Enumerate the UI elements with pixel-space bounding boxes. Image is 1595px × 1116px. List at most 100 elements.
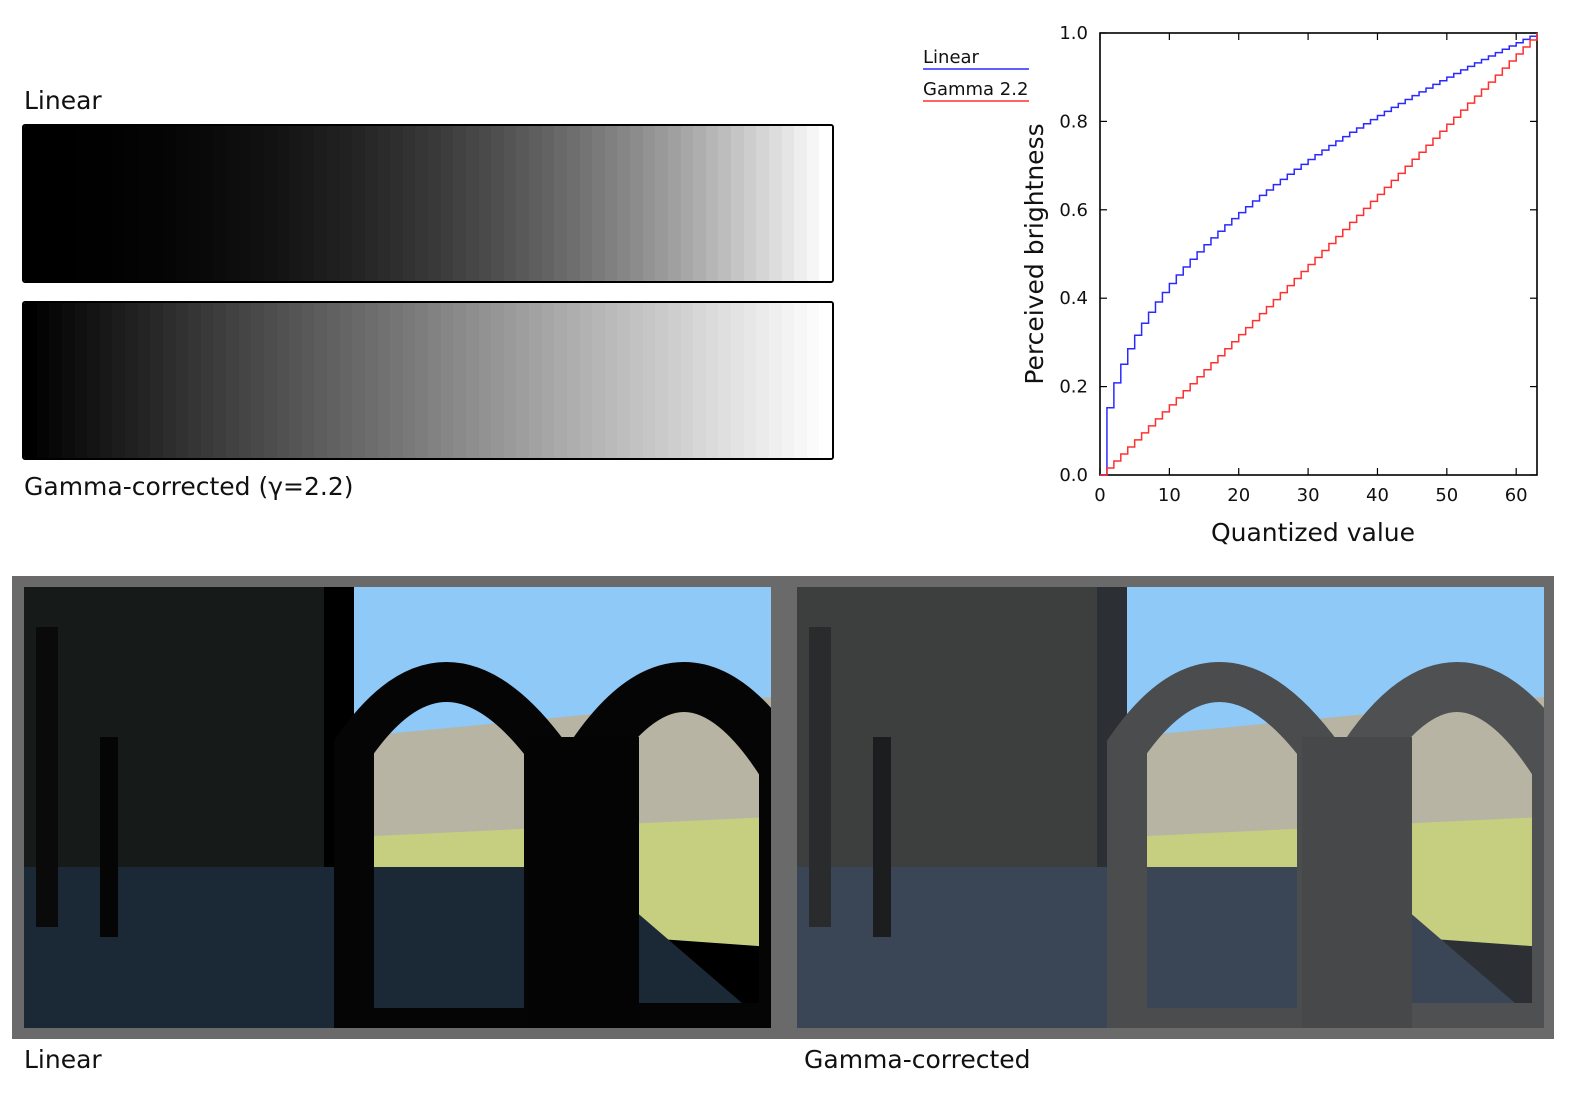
linear-strip-step xyxy=(289,126,302,281)
y-tick-label: 0.2 xyxy=(1059,377,1088,398)
x-tick-label: 60 xyxy=(1505,485,1528,506)
gamma-strip-step xyxy=(162,303,176,458)
gamma-strip-step xyxy=(680,303,694,458)
legend-linear-label: Linear xyxy=(923,47,980,68)
linear-strip-step xyxy=(465,126,479,281)
gamma-strip-step xyxy=(402,303,416,458)
linear-strip-step xyxy=(24,126,37,281)
gamma-strip-step xyxy=(276,303,290,458)
gamma-strip-step xyxy=(642,303,656,458)
linear-strip-step xyxy=(806,126,820,281)
linear-strip-step xyxy=(226,126,239,281)
legend-gamma-label: Gamma 2.2 xyxy=(923,79,1028,100)
linear-strip-step xyxy=(428,126,441,281)
linear-strip-step xyxy=(756,126,769,281)
linear-strip-step xyxy=(693,126,706,281)
chart-legend: Linear Gamma 2.2 xyxy=(923,47,1029,102)
linear-strip-step xyxy=(516,126,529,281)
x-tick-label: 20 xyxy=(1227,485,1250,506)
x-tick-label: 50 xyxy=(1435,485,1458,506)
linear-strip-step xyxy=(731,126,744,281)
linear-strip-step xyxy=(377,126,391,281)
linear-strip-step xyxy=(175,126,189,281)
linear-strip-step xyxy=(478,126,492,281)
x-tick-label: 40 xyxy=(1366,485,1389,506)
gamma-strip-step xyxy=(440,303,454,458)
gamma-strip-step xyxy=(99,303,113,458)
gamma-strip-step xyxy=(491,303,504,458)
linear-strip-step xyxy=(36,126,50,281)
gamma-strip-step xyxy=(794,303,807,458)
linear-strip-step xyxy=(125,126,138,281)
linear-strip-step xyxy=(529,126,542,281)
gamma-strip-step xyxy=(226,303,239,458)
linear-strip-step xyxy=(768,126,782,281)
y-tick-label: 0.0 xyxy=(1059,465,1088,486)
gamma-strip-step xyxy=(819,303,832,458)
render-comparison-frame xyxy=(12,576,1554,1039)
linear-strip-step xyxy=(579,126,593,281)
linear-strip-step xyxy=(667,126,681,281)
gamma-gradient-strip xyxy=(22,301,834,460)
linear-gradient-strip xyxy=(22,124,834,283)
gamma-strip-step xyxy=(137,303,151,458)
gamma-strip-step xyxy=(630,303,643,458)
gamma-strip-step xyxy=(188,303,201,458)
gamma-strip-step xyxy=(327,303,340,458)
y-tick-label: 0.4 xyxy=(1059,288,1088,309)
gamma-strip-step xyxy=(61,303,75,458)
linear-strip-step xyxy=(61,126,75,281)
linear-strip-step xyxy=(541,126,555,281)
gamma-cloister-scene xyxy=(797,587,1544,1028)
linear-strip-step xyxy=(251,126,264,281)
linear-strip-step xyxy=(402,126,416,281)
linear-strip-step xyxy=(440,126,454,281)
linear-strip-step xyxy=(491,126,504,281)
gamma-strip-step xyxy=(213,303,226,458)
linear-strip-step xyxy=(49,126,62,281)
linear-strip-step xyxy=(415,126,428,281)
linear-strip-step xyxy=(339,126,353,281)
linear-strip-step xyxy=(137,126,151,281)
gamma-render-label: Gamma-corrected xyxy=(804,1045,1031,1074)
linear-strip-step xyxy=(680,126,694,281)
gamma-render-image xyxy=(797,587,1544,1028)
linear-strip-step xyxy=(705,126,719,281)
linear-strip-step xyxy=(112,126,125,281)
linear-strip-step xyxy=(453,126,466,281)
gamma-strip-step xyxy=(718,303,731,458)
gamma-strip-step xyxy=(453,303,466,458)
gamma-strip-step xyxy=(806,303,820,458)
gamma-strip-step xyxy=(301,303,315,458)
linear-strip-step xyxy=(592,126,605,281)
linear-strip-step xyxy=(263,126,277,281)
linear-strip-step xyxy=(213,126,226,281)
y-axis-label: Perceived brightness xyxy=(1020,123,1049,384)
gamma-strip-step xyxy=(87,303,100,458)
gamma-strip-step xyxy=(743,303,757,458)
gamma-strip-step xyxy=(24,303,37,458)
gamma-strip-step xyxy=(238,303,252,458)
linear-cloister-scene xyxy=(24,587,771,1028)
gamma-strip-step xyxy=(49,303,62,458)
gamma-strip-step xyxy=(390,303,403,458)
linear-strip-step xyxy=(364,126,378,281)
gamma-strip-step xyxy=(655,303,668,458)
linear-strip-step xyxy=(819,126,832,281)
gamma-strip-step xyxy=(617,303,630,458)
x-tick-label: 30 xyxy=(1297,485,1320,506)
linear-strip-step xyxy=(162,126,176,281)
gamma-strip-step xyxy=(503,303,517,458)
gamma-strip-step xyxy=(428,303,441,458)
y-tick-label: 0.6 xyxy=(1059,200,1088,221)
linear-strip-step xyxy=(87,126,100,281)
linear-strip-step xyxy=(566,126,580,281)
gamma-strip-step xyxy=(415,303,428,458)
gamma-strip-step xyxy=(36,303,50,458)
gamma-strip-step xyxy=(175,303,189,458)
x-tick-label: 10 xyxy=(1158,485,1181,506)
linear-strip-step xyxy=(743,126,757,281)
gamma-strip-step xyxy=(377,303,391,458)
linear-strip-step xyxy=(794,126,807,281)
linear-strip-step xyxy=(99,126,113,281)
